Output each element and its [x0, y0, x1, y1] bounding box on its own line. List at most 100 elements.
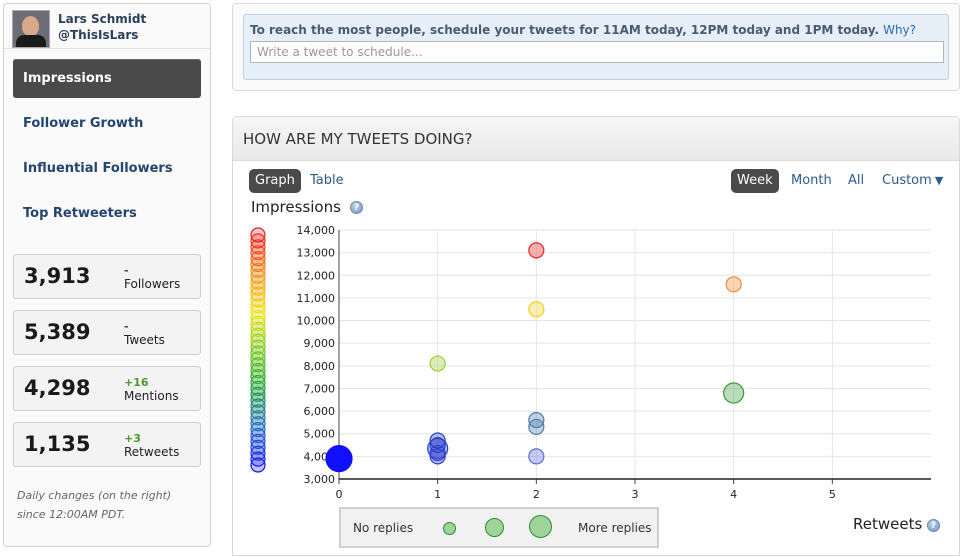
stat-followers: 3,913 - Followers [13, 254, 201, 299]
stat-change: +3 [124, 432, 141, 445]
tweet-point [429, 432, 446, 449]
stat-change: - [124, 320, 129, 333]
stat-label: Tweets [124, 333, 165, 347]
stat-mentions: 4,298 +16 Mentions [13, 366, 201, 411]
schedule-panel: To reach the most people, schedule your … [232, 3, 960, 91]
color-scale-ring [250, 304, 266, 320]
stat-label: Mentions [124, 389, 179, 403]
color-scale-ring [250, 256, 266, 273]
sidebar: Lars Schmidt @ThisIsLars Impressions Fol… [3, 3, 211, 547]
color-scale-ring [250, 457, 266, 473]
tweet-point [528, 301, 545, 318]
color-scale-ring [250, 368, 266, 385]
nav-item-follower-growth[interactable]: Follower Growth [23, 116, 144, 131]
x-axis-title: Retweets [853, 515, 923, 533]
color-scale-ring [250, 363, 266, 379]
replies-legend: No replies More replies [339, 507, 659, 548]
stat-value: 3,913 [24, 264, 91, 288]
y-tick-label: 3,000 [304, 473, 336, 486]
color-scale-ring [250, 422, 266, 438]
tab-graph[interactable]: Graph [249, 169, 301, 193]
range-month[interactable]: Month [791, 173, 832, 188]
tweet-point [429, 448, 446, 465]
impressions-scatter-chart: 3,0004,0005,0006,0007,0008,0009,00010,00… [250, 224, 931, 501]
stat-label: Retweets [124, 445, 180, 459]
tweets-panel: HOW ARE MY TWEETS DOING? Graph Table Wee… [232, 116, 960, 556]
legend-more-replies: More replies [578, 521, 652, 535]
y-tick-label: 9,000 [304, 337, 336, 350]
color-scale-ring [250, 286, 266, 302]
color-scale-ring [250, 374, 266, 391]
range-all[interactable]: All [848, 173, 865, 188]
color-scale-ring [250, 292, 266, 308]
color-scale-ring [250, 262, 266, 278]
range-week[interactable]: Week [731, 169, 779, 193]
why-link[interactable]: Why? [883, 23, 917, 37]
tweet-point [429, 355, 446, 372]
color-scale-ring [250, 280, 266, 296]
color-scale-ring [250, 357, 266, 373]
x-tick-label: 2 [533, 488, 540, 501]
schedule-message: To reach the most people, schedule your … [250, 23, 880, 37]
color-scale-ring [250, 451, 266, 467]
legend-dot-large [529, 515, 552, 538]
stat-retweets: 1,135 +3 Retweets [13, 422, 201, 467]
color-scale-ring [250, 439, 266, 455]
stat-change: +16 [124, 376, 149, 389]
color-scale-ring [250, 327, 266, 343]
x-tick-label: 1 [434, 488, 441, 501]
color-scale-ring [250, 404, 266, 420]
profile-handle[interactable]: @ThisIsLars [58, 28, 139, 42]
profile-name[interactable]: Lars Schmidt [58, 12, 147, 26]
stat-value: 5,389 [24, 320, 91, 344]
tweet-point [528, 448, 545, 465]
color-scale-ring [250, 433, 266, 450]
color-scale-ring [250, 227, 266, 243]
avatar-body [16, 35, 46, 47]
tweets-panel-header: HOW ARE MY TWEETS DOING? [233, 117, 959, 161]
help-icon[interactable]: ? [350, 201, 363, 214]
color-scale-ring [250, 315, 266, 332]
range-custom-label: Custom [882, 173, 932, 188]
schedule-tip: To reach the most people, schedule your … [250, 23, 916, 37]
nav-item-impressions[interactable]: Impressions [13, 59, 201, 98]
color-scale-ring [250, 333, 266, 349]
color-scale-ring [250, 268, 266, 284]
schedule-box: To reach the most people, schedule your … [243, 14, 949, 80]
color-scale-ring [250, 321, 266, 337]
color-scale-ring [250, 398, 266, 414]
y-tick-label: 5,000 [304, 428, 336, 441]
color-scale-ring [250, 345, 266, 361]
range-custom[interactable]: Custom ▼ [876, 169, 949, 193]
profile-divider [4, 48, 210, 49]
tweet-point [528, 418, 545, 436]
nav-item-top-retweeters[interactable]: Top Retweeters [23, 206, 137, 221]
tweet-point [723, 382, 745, 404]
avatar[interactable] [12, 10, 50, 48]
stat-value: 4,298 [24, 376, 91, 400]
legend-dot-small [443, 522, 456, 535]
schedule-tweet-input[interactable] [250, 41, 944, 63]
stat-label: Followers [124, 277, 181, 291]
color-scale-ring [250, 416, 266, 432]
help-icon[interactable]: ? [927, 519, 940, 532]
avatar-face [22, 16, 39, 36]
color-scale-ring [250, 351, 266, 367]
color-scale-ring [250, 309, 266, 326]
color-scale-ring [250, 298, 266, 314]
legend-dot-medium [485, 518, 504, 537]
nav-item-influential-followers[interactable]: Influential Followers [23, 161, 173, 176]
y-tick-label: 13,000 [297, 247, 336, 260]
color-scale-ring [250, 245, 266, 261]
x-tick-label: 0 [336, 488, 343, 501]
stat-value: 1,135 [24, 432, 91, 456]
y-tick-label: 10,000 [297, 315, 336, 328]
panel-title: HOW ARE MY TWEETS DOING? [243, 130, 473, 148]
tab-table[interactable]: Table [310, 173, 344, 188]
color-scale-ring [250, 410, 266, 426]
x-tick-label: 4 [730, 488, 737, 501]
color-scale-ring [250, 445, 266, 461]
color-scale-ring [250, 427, 266, 444]
color-scale-ring [250, 339, 266, 355]
color-scale-ring [250, 392, 266, 408]
